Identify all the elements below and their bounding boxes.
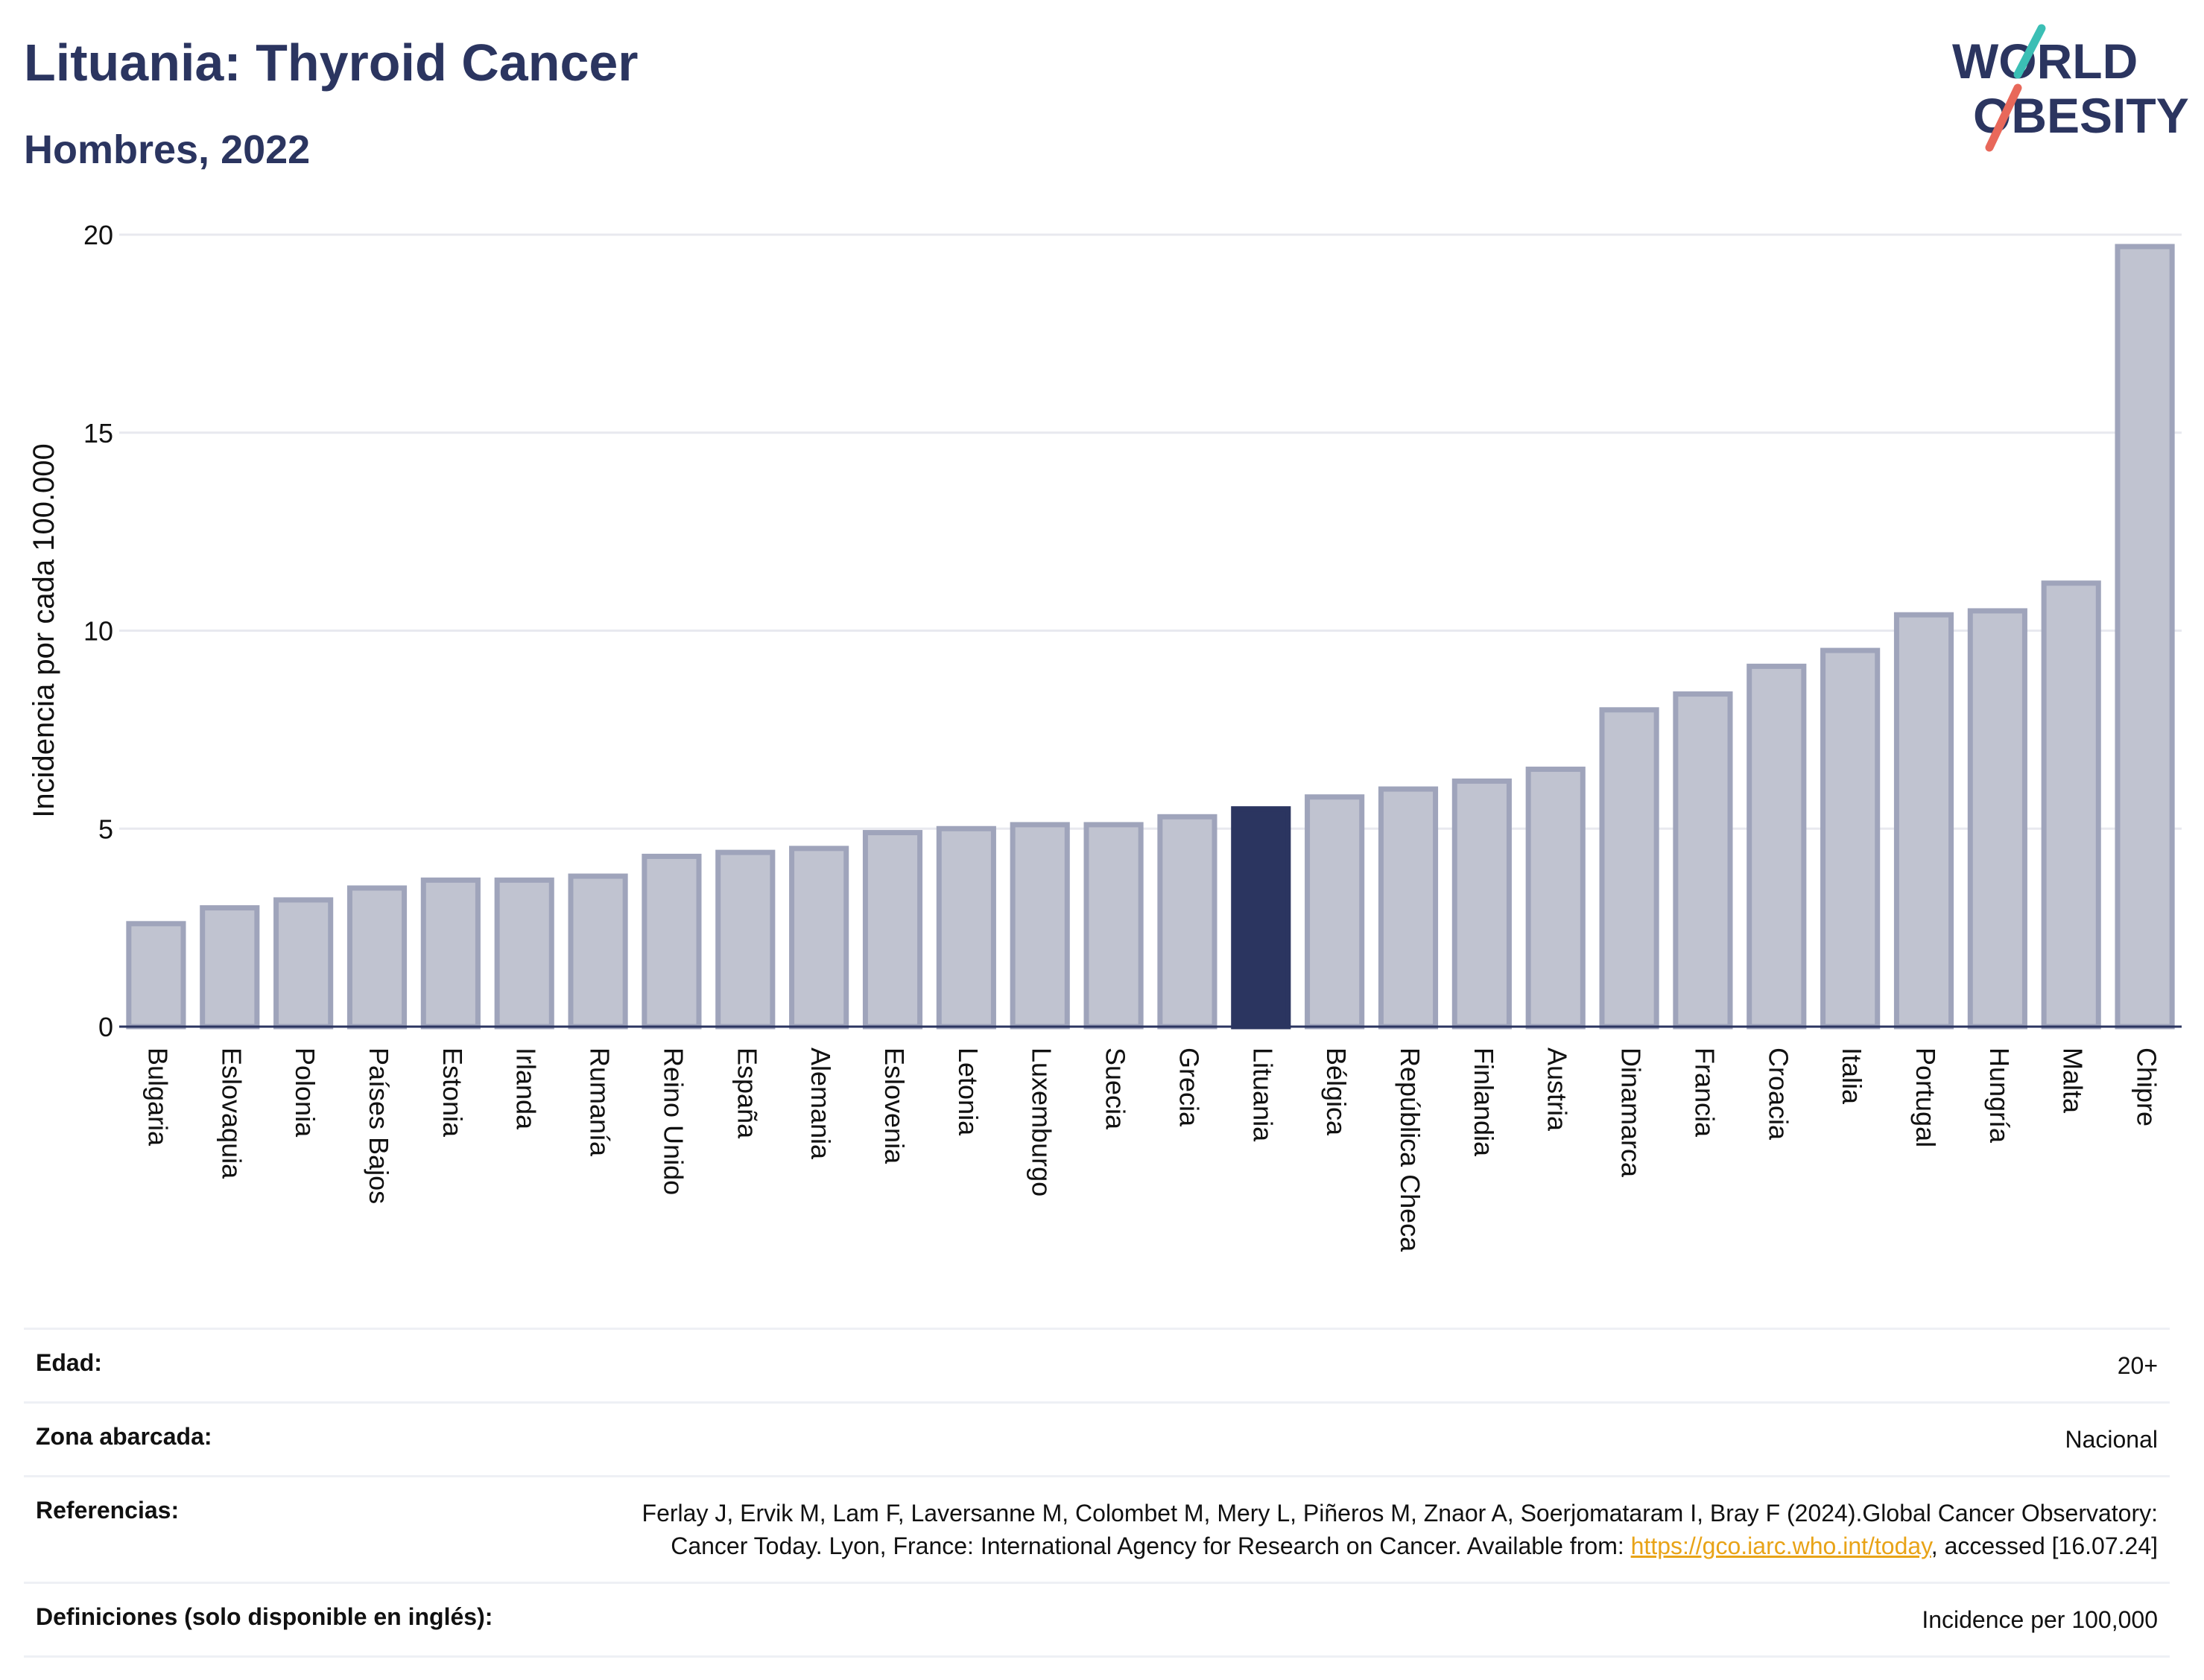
x-tick-label: Letonia — [953, 1047, 984, 1136]
bar-15[interactable] — [1231, 806, 1291, 1030]
bar-18[interactable] — [1451, 778, 1512, 1030]
y-tick-label: 20 — [83, 220, 113, 250]
bar-8[interactable] — [715, 849, 776, 1030]
y-tick-label: 0 — [98, 1012, 113, 1042]
x-tick-label: Austria — [1542, 1047, 1573, 1132]
definitions-value: Incidence per 100,000 — [1922, 1606, 2158, 1633]
bar-21[interactable] — [1673, 691, 1733, 1030]
references-text-1: Ferlay J, Ervik M, Lam F, Laversanne M, … — [642, 1500, 2158, 1559]
y-tick-labels: 0 5 10 15 20 — [83, 220, 113, 1042]
x-tick-label: Alemania — [805, 1047, 836, 1160]
bar-26[interactable] — [2041, 580, 2101, 1030]
meta-row-area: Zona abarcada: Nacional — [24, 1401, 2170, 1475]
x-tick-label: Estonia — [437, 1047, 468, 1138]
x-tick-label: Italia — [1837, 1047, 1867, 1105]
x-tick-label: Hungría — [1984, 1047, 2015, 1144]
bar-5[interactable] — [494, 877, 554, 1030]
x-tick-label: Francia — [1689, 1047, 1720, 1138]
bar-27[interactable] — [2115, 244, 2175, 1030]
x-tick-label: Lituania — [1247, 1047, 1278, 1142]
age-label: Edad: — [36, 1349, 102, 1376]
age-value: 20+ — [2117, 1352, 2158, 1379]
area-value: Nacional — [2065, 1426, 2158, 1453]
definitions-label: Definiciones (solo disponible en inglés)… — [36, 1603, 493, 1630]
x-tick-label: España — [732, 1047, 762, 1139]
x-tick-label: Dinamarca — [1616, 1047, 1647, 1178]
y-tick-label: 15 — [83, 418, 113, 448]
meta-row-age: Edad: 20+ — [24, 1328, 2170, 1401]
page-title: Lituania: Thyroid Cancer — [24, 34, 639, 92]
bar-17[interactable] — [1378, 786, 1439, 1030]
x-tick-label: Países Bajos — [364, 1047, 394, 1204]
bar-23[interactable] — [1820, 647, 1881, 1030]
world-obesity-logo[interactable]: WORLD OBESITY — [1937, 22, 2191, 156]
x-tick-label: Polonia — [290, 1047, 320, 1138]
x-tick-label: Luxemburgo — [1027, 1047, 1057, 1196]
x-tick-label: Chipre — [2132, 1047, 2162, 1126]
references-link[interactable]: https://gco.iarc.who.int/today — [1630, 1532, 1931, 1559]
logo-graphic: WORLD OBESITY — [1952, 24, 2189, 152]
meta-row-references: Referencias: Ferlay J, Ervik M, Lam F, L… — [24, 1475, 2170, 1582]
bar-chart: Bulgaria Eslovaquia Polonia Países Bajos Est… — [28, 220, 2182, 1252]
references-label: Referencias: — [36, 1497, 180, 1524]
x-tick-label: Bulgaria — [142, 1047, 173, 1147]
x-tick-label: Suecia — [1101, 1047, 1131, 1130]
bar-16[interactable] — [1305, 794, 1365, 1030]
logo-line-1: WORLD — [1952, 34, 2138, 89]
page-subtitle: Hombres, 2022 — [24, 127, 311, 172]
bars — [126, 244, 2175, 1030]
x-tick-label: Bélgica — [1321, 1047, 1352, 1136]
x-tick-label: Reino Unido — [658, 1047, 688, 1195]
bar-12[interactable] — [1010, 822, 1070, 1030]
meta-row-definitions: Definiciones (solo disponible en inglés)… — [24, 1582, 2170, 1658]
y-tick-label: 10 — [83, 616, 113, 647]
bar-20[interactable] — [1599, 707, 1659, 1030]
bar-9[interactable] — [789, 846, 849, 1030]
x-tick-label: Malta — [2058, 1047, 2089, 1114]
x-tick-label: Irlanda — [511, 1047, 542, 1130]
bar-11[interactable] — [936, 825, 996, 1030]
x-tick-label: Eslovenia — [879, 1047, 910, 1164]
bar-6[interactable] — [568, 873, 628, 1030]
x-tick-label: Croacia — [1763, 1047, 1793, 1141]
x-tick-label: Rumanía — [585, 1047, 615, 1157]
x-tick-label: Grecia — [1174, 1047, 1204, 1127]
x-tick-label: Eslovaquia — [216, 1047, 247, 1179]
y-axis-label: Incidencia por cada 100.000 — [28, 443, 60, 818]
bar-25[interactable] — [1967, 608, 2027, 1030]
bar-14[interactable] — [1157, 814, 1217, 1030]
references-text-2: , accessed [16.07.24] — [1931, 1532, 2158, 1559]
bar-19[interactable] — [1525, 767, 1586, 1030]
bar-0[interactable] — [126, 921, 186, 1030]
x-tick-label: Finlandia — [1469, 1047, 1499, 1157]
bar-1[interactable] — [200, 905, 260, 1030]
y-tick-label: 5 — [98, 814, 113, 844]
area-label: Zona abarcada: — [36, 1423, 212, 1450]
bar-2[interactable] — [273, 897, 334, 1030]
logo-teal-stroke — [2013, 24, 2046, 79]
references-value: Ferlay J, Ervik M, Lam F, Laversanne M, … — [593, 1497, 2158, 1562]
bar-10[interactable] — [862, 830, 923, 1030]
x-tick-labels: Bulgaria Eslovaquia Polonia Países Bajos Est… — [142, 1047, 2162, 1252]
bar-4[interactable] — [420, 877, 481, 1030]
x-tick-label: Portugal — [1910, 1047, 1941, 1147]
bar-3[interactable] — [346, 885, 408, 1030]
x-tick-label: República Checa — [1395, 1047, 1425, 1252]
bar-22[interactable] — [1747, 663, 1807, 1030]
bar-24[interactable] — [1893, 612, 1954, 1030]
bar-7[interactable] — [642, 853, 702, 1030]
logo-coral-stroke — [1985, 83, 2022, 152]
bar-13[interactable] — [1083, 822, 1144, 1030]
metadata-table: Edad: 20+ Zona abarcada: Nacional Refere… — [24, 1328, 2170, 1658]
